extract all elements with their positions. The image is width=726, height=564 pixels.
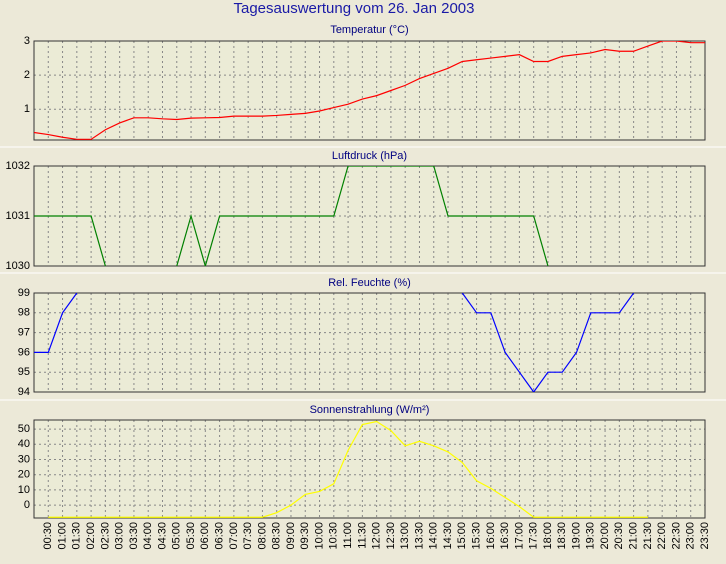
plot-area <box>34 293 705 392</box>
y-tick-label: 50 <box>18 423 30 435</box>
y-tick-label: 1030 <box>6 260 30 272</box>
x-tick-label: 13:00 <box>399 522 411 550</box>
y-tick-label: 97 <box>18 327 30 339</box>
data-line <box>48 420 648 518</box>
x-tick-label: 15:00 <box>456 522 468 550</box>
x-tick-label: 18:00 <box>542 522 554 550</box>
y-tick-label: 10 <box>18 484 30 496</box>
x-tick-label: 17:00 <box>513 522 525 550</box>
x-tick-label: 07:00 <box>228 522 240 550</box>
x-tick-label: 14:30 <box>442 522 454 550</box>
x-tick-label: 07:30 <box>242 522 254 550</box>
y-tick-label: 1032 <box>6 160 30 172</box>
y-tick-label: 94 <box>18 386 30 398</box>
y-tick-label: 40 <box>18 438 30 450</box>
x-tick-label: 06:00 <box>199 522 211 550</box>
x-tick-label: 05:00 <box>171 522 183 550</box>
data-line <box>34 293 635 392</box>
x-tick-label: 14:00 <box>428 522 440 550</box>
x-tick-label: 01:00 <box>56 522 68 550</box>
y-tick-label: 1031 <box>6 210 30 222</box>
y-tick-label: 96 <box>18 346 30 358</box>
x-tick-label: 02:00 <box>85 522 97 550</box>
x-tick-label: 20:00 <box>599 522 611 550</box>
x-tick-label: 12:30 <box>385 522 397 550</box>
panel-title: Rel. Feuchte (%) <box>328 277 411 289</box>
x-tick-label: 23:30 <box>699 522 711 550</box>
x-tick-label: 08:30 <box>271 522 283 550</box>
x-tick-label: 23:00 <box>685 522 697 550</box>
page-title: Tagesauswertung vom 26. Jan 2003 <box>234 0 475 17</box>
x-tick-label: 08:00 <box>256 522 268 550</box>
x-tick-label: 04:30 <box>156 522 168 550</box>
x-tick-label: 15:30 <box>470 522 482 550</box>
x-tick-label: 20:30 <box>613 522 625 550</box>
y-tick-label: 0 <box>24 499 30 511</box>
x-tick-label: 00:30 <box>42 522 54 550</box>
x-tick-label: 13:30 <box>413 522 425 550</box>
data-line <box>34 166 549 266</box>
x-tick-label: 17:30 <box>528 522 540 550</box>
plot-frame <box>33 40 706 141</box>
plot-area <box>34 420 705 518</box>
y-tick-label: 1 <box>24 103 30 115</box>
y-tick-label: 2 <box>24 69 30 81</box>
panel-title: Temperatur (°C) <box>330 24 408 36</box>
x-tick-label: 02:30 <box>99 522 111 550</box>
plot-frame <box>33 419 706 519</box>
x-tick-label: 03:30 <box>128 522 140 550</box>
x-tick-label: 19:00 <box>570 522 582 550</box>
x-tick-label: 10:00 <box>313 522 325 550</box>
x-tick-label: 21:30 <box>642 522 654 550</box>
panel-title: Luftdruck (hPa) <box>332 150 407 162</box>
x-tick-label: 18:30 <box>556 522 568 550</box>
y-tick-label: 98 <box>18 307 30 319</box>
x-tick-label: 03:00 <box>114 522 126 550</box>
x-tick-label: 05:30 <box>185 522 197 550</box>
x-tick-label: 11:00 <box>342 522 354 549</box>
data-line <box>34 41 705 140</box>
x-tick-label: 04:00 <box>142 522 154 550</box>
x-tick-label: 22:30 <box>670 522 682 550</box>
y-tick-label: 20 <box>18 469 30 481</box>
x-tick-label: 22:00 <box>656 522 668 550</box>
x-tick-label: 10:30 <box>328 522 340 550</box>
x-tick-label: 11:30 <box>356 522 368 549</box>
plot-area <box>34 41 705 140</box>
panel-title: Sonnenstrahlung (W/m²) <box>310 404 430 416</box>
x-tick-label: 16:30 <box>499 522 511 550</box>
y-tick-label: 3 <box>24 35 30 47</box>
plot-frame <box>33 292 706 393</box>
x-tick-label: 01:30 <box>71 522 83 550</box>
y-tick-label: 30 <box>18 453 30 465</box>
x-tick-label: 06:30 <box>214 522 226 550</box>
x-tick-label: 09:30 <box>299 522 311 550</box>
x-tick-label: 19:30 <box>585 522 597 550</box>
y-tick-label: 95 <box>18 366 30 378</box>
x-tick-label: 16:00 <box>485 522 497 550</box>
y-tick-label: 99 <box>18 287 30 299</box>
x-tick-label: 12:00 <box>371 522 383 550</box>
x-tick-label: 21:00 <box>628 522 640 550</box>
x-tick-label: 09:00 <box>285 522 297 550</box>
